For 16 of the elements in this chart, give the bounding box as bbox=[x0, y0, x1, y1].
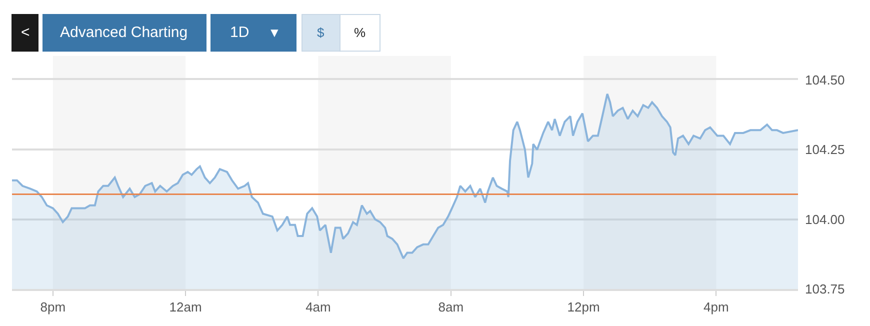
text: $ bbox=[317, 25, 325, 40]
y-tick-label: 103.75 bbox=[805, 282, 845, 297]
y-tick-label: 104.25 bbox=[805, 142, 845, 158]
x-tick-label: 8am bbox=[438, 299, 464, 314]
y-tick-label: 104.00 bbox=[805, 212, 845, 227]
text: 1D bbox=[230, 24, 250, 41]
x-tick-label: 12am bbox=[169, 299, 202, 314]
text: ▼ bbox=[268, 25, 281, 40]
text: % bbox=[354, 25, 366, 40]
x-tick-label: 4pm bbox=[704, 299, 729, 314]
y-tick-label: 104.50 bbox=[805, 72, 845, 88]
text: Advanced Charting bbox=[60, 24, 188, 41]
x-tick-label: 12pm bbox=[567, 299, 600, 314]
x-tick-label: 4am bbox=[306, 299, 331, 314]
text: < bbox=[21, 24, 30, 41]
x-tick-label: 8pm bbox=[40, 299, 66, 314]
